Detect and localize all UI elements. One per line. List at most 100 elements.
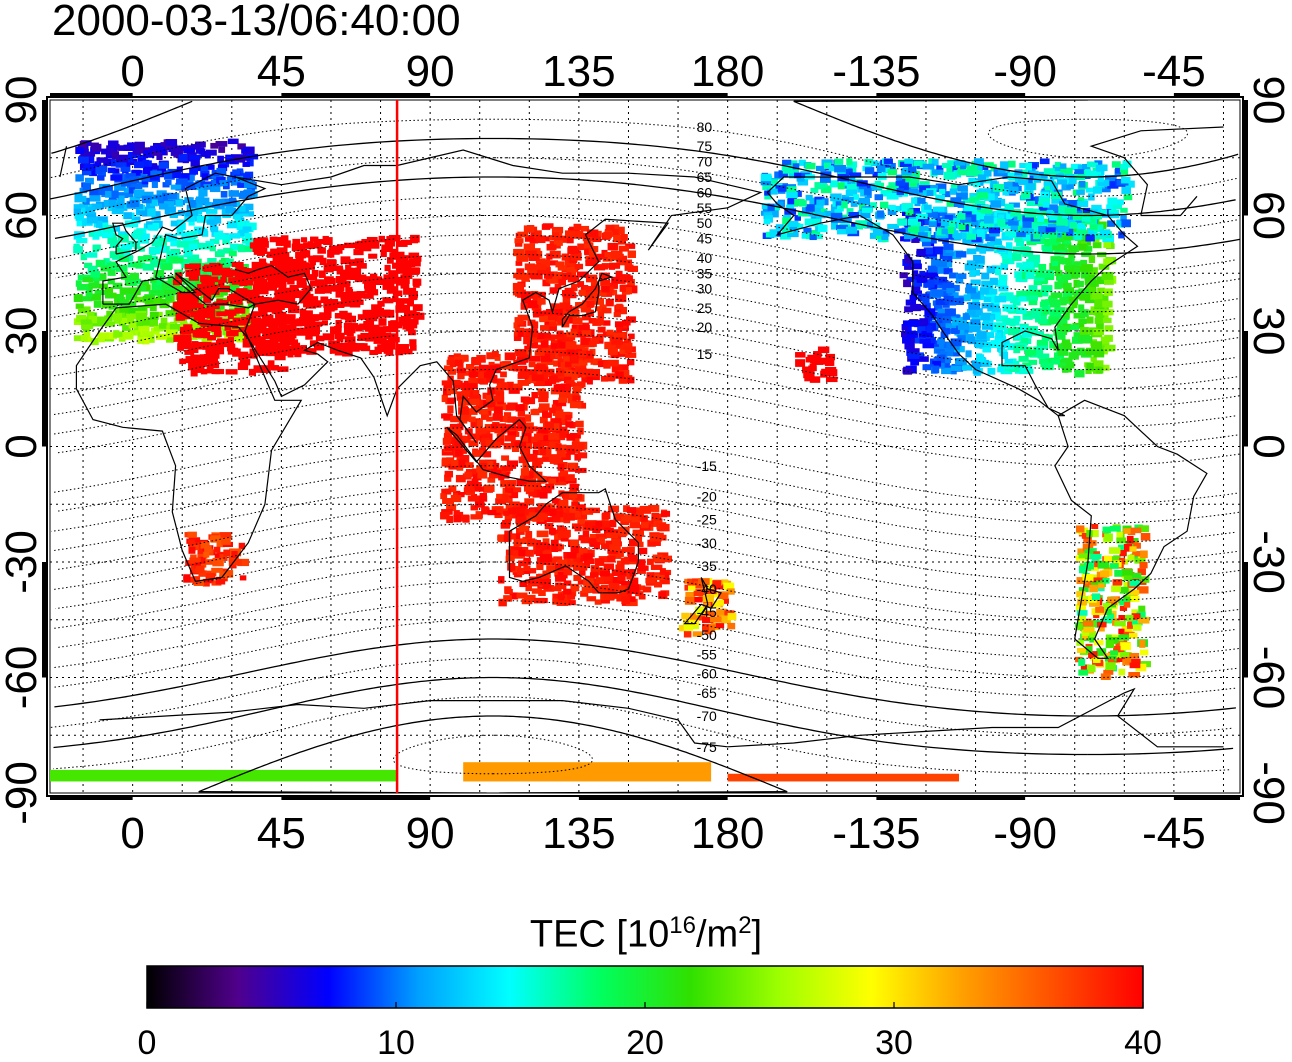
tec-cell — [185, 356, 194, 363]
tec-cell — [563, 589, 571, 595]
tec-cell — [555, 443, 561, 451]
tec-cell — [1052, 261, 1058, 266]
tec-cell — [806, 204, 815, 211]
tec-cell — [150, 312, 159, 320]
tec-cell — [210, 246, 216, 251]
tec-cell — [995, 332, 1001, 337]
tec-cell — [847, 184, 858, 190]
tec-cell — [625, 260, 632, 267]
tec-cell — [1068, 245, 1076, 253]
tec-cell — [335, 313, 344, 319]
tec-cell — [201, 166, 208, 171]
tec-cell — [1054, 281, 1061, 289]
tec-cell — [159, 323, 166, 329]
tec-cell — [1089, 255, 1095, 263]
tec-cell — [300, 309, 307, 314]
tec-cell — [279, 252, 289, 259]
tec-cell — [398, 298, 410, 303]
tec-cell — [1076, 189, 1085, 194]
tec-cell — [458, 407, 469, 415]
tec-cell — [187, 532, 196, 538]
tec-cell — [488, 510, 497, 515]
tec-cell — [189, 168, 198, 175]
tec-cell — [630, 522, 641, 528]
tec-cell — [1069, 325, 1079, 331]
tec-cell — [966, 165, 977, 170]
tec-cell — [1065, 273, 1072, 280]
tec-cell — [969, 325, 981, 332]
tec-cell — [120, 244, 132, 249]
tec-cell — [541, 441, 549, 446]
tec-cell — [799, 200, 807, 206]
tec-cell — [552, 586, 561, 591]
tec-cell — [548, 245, 557, 250]
tec-cell — [558, 594, 564, 600]
tec-cell — [1016, 308, 1027, 314]
tec-cell — [518, 411, 525, 417]
tec-cell — [977, 229, 985, 237]
tec-cell — [578, 452, 587, 458]
tec-cell — [585, 260, 595, 266]
tec-cell — [946, 288, 954, 293]
tec-cell — [981, 273, 989, 280]
tec-cell — [540, 325, 549, 331]
tec-cell — [1002, 305, 1014, 312]
tec-cell — [134, 229, 143, 235]
tec-cell — [507, 563, 515, 571]
tec-cell — [1086, 188, 1093, 193]
tec-cell — [447, 388, 457, 394]
tec-cell — [122, 332, 133, 340]
tec-cell — [200, 275, 209, 282]
tec-cell — [253, 326, 262, 333]
tec-cell — [316, 336, 324, 342]
tec-cell — [999, 275, 1008, 281]
tec-cell — [1025, 350, 1036, 356]
tec-cell — [1128, 672, 1140, 677]
tec-cell — [213, 558, 220, 566]
tec-cell — [92, 144, 101, 152]
tec-cell — [932, 366, 939, 374]
tec-cell — [107, 237, 117, 244]
tec-cell — [903, 279, 911, 287]
tec-cell — [515, 404, 524, 411]
tec-cell — [659, 524, 669, 531]
tec-cell — [532, 375, 544, 381]
tec-cell — [608, 243, 618, 250]
tec-cell — [272, 365, 278, 370]
tec-cell — [492, 351, 499, 357]
tec-cell — [570, 540, 578, 546]
tec-cell — [413, 281, 420, 288]
tec-cell — [594, 542, 600, 549]
tec-cell — [573, 317, 583, 324]
tec-cell — [587, 229, 598, 237]
tec-cell — [221, 268, 229, 275]
tec-cell — [524, 225, 534, 232]
tec-cell — [942, 229, 948, 235]
tec-cell — [1093, 329, 1104, 335]
tec-cell — [143, 296, 154, 303]
tec-cell — [571, 355, 577, 361]
tec-cell — [134, 161, 144, 168]
tec-cell — [1085, 169, 1091, 175]
tec-cell — [175, 313, 183, 320]
tec-cell — [1008, 328, 1019, 335]
tec-cell — [527, 454, 538, 462]
tec-cell — [1012, 253, 1022, 261]
tec-cell — [540, 448, 546, 455]
tec-cell — [548, 433, 559, 440]
tec-cell — [82, 183, 91, 191]
tec-cell — [239, 206, 245, 212]
tec-cell — [1110, 526, 1121, 532]
tec-cell — [621, 558, 630, 565]
tec-cell — [447, 405, 453, 413]
tec-cell — [368, 254, 377, 259]
tec-cell — [558, 279, 566, 286]
tec-cell — [313, 255, 324, 260]
tec-cell — [1088, 193, 1095, 200]
tec-cell — [111, 190, 118, 198]
tec-cell — [1087, 161, 1095, 166]
tec-cell — [1043, 202, 1049, 208]
tec-cell — [270, 334, 278, 340]
tec-cell — [1103, 258, 1113, 265]
tec-cell — [573, 386, 582, 391]
